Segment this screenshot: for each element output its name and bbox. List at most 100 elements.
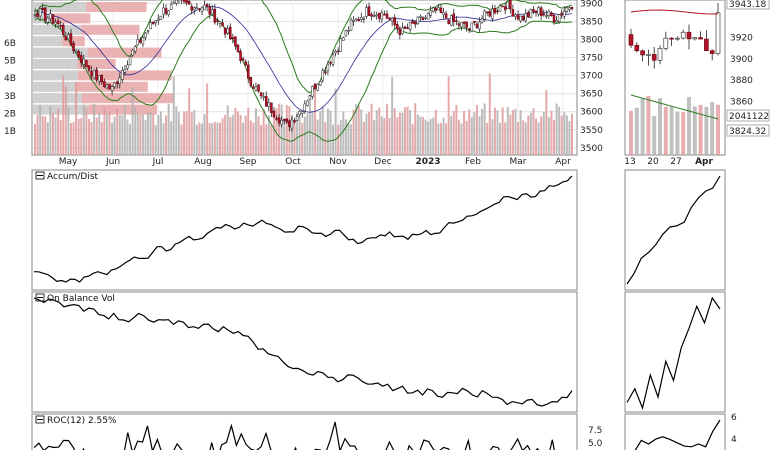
candle-body xyxy=(141,37,145,45)
candle-body xyxy=(398,28,402,36)
candle-body xyxy=(370,14,373,17)
detail-candle-body xyxy=(704,38,709,51)
roc-lines xyxy=(33,419,721,450)
volume-bar xyxy=(234,107,237,155)
volume-bar xyxy=(537,122,540,155)
detail-candle-body xyxy=(646,54,651,56)
volume-bar xyxy=(51,113,54,155)
candle-body xyxy=(159,15,163,20)
main-y-axis: 3500 3550 3600 3650 3700 3750 3800 3850 3900 xyxy=(580,0,603,154)
candle-body xyxy=(534,10,538,13)
candle-body xyxy=(432,7,435,12)
price-candles xyxy=(33,0,574,132)
volume-bar xyxy=(103,106,106,155)
candle-body xyxy=(321,70,325,81)
candle-body xyxy=(555,20,558,23)
main-y-tick-3500: 3500 xyxy=(580,144,603,154)
candle-body xyxy=(519,15,522,22)
detail-candle-body xyxy=(680,31,686,39)
candle-body xyxy=(244,61,247,66)
candle-body xyxy=(316,84,319,91)
candle-body xyxy=(205,4,209,7)
candle-body xyxy=(231,37,235,39)
volume-bar xyxy=(87,118,90,155)
volume-bar xyxy=(275,108,278,155)
volume-profile-up-8 xyxy=(81,93,174,104)
volume-bar xyxy=(347,122,350,155)
volume-bar xyxy=(558,106,561,155)
volume-bar xyxy=(555,103,558,155)
accum-dist-title: Accum/Dist xyxy=(47,172,99,182)
detail-volume-bar xyxy=(687,96,691,155)
volume-bar xyxy=(75,82,78,155)
candle-body xyxy=(329,62,332,64)
candle-body xyxy=(552,14,556,23)
volume-axis: 1B 2B 3B 4B 5B 6B xyxy=(4,39,16,137)
candle-body xyxy=(442,12,445,15)
candle-body xyxy=(455,20,458,22)
candle-body xyxy=(360,17,363,21)
volume-bar xyxy=(244,115,247,155)
volume-bar xyxy=(542,111,545,155)
volume-bar xyxy=(195,124,198,155)
volume-bar xyxy=(121,115,124,155)
volume-bar xyxy=(560,115,563,155)
candle-body xyxy=(380,12,384,20)
volume-bar xyxy=(370,103,373,155)
candle-body xyxy=(421,17,425,20)
price-label-box-1 xyxy=(726,109,770,122)
detail-price-panel: 3860 3880 3900 3920 13 20 27 Apr 3943.18 204112… xyxy=(624,0,770,167)
detail-candle-body xyxy=(709,50,715,54)
detail-volume-bar xyxy=(663,106,668,155)
candle-body xyxy=(342,37,345,41)
volume-bar xyxy=(419,116,422,155)
candle-body xyxy=(92,70,96,79)
candle-body xyxy=(182,0,186,2)
candle-body xyxy=(267,102,271,107)
volume-tick-6B: 6B xyxy=(4,39,16,49)
volume-bar xyxy=(41,116,44,155)
volume-bar xyxy=(39,105,42,155)
candle-body xyxy=(51,14,55,24)
candle-body xyxy=(218,21,222,24)
volume-bar xyxy=(252,122,255,155)
volume-bar xyxy=(342,111,345,155)
volume-bar xyxy=(123,105,126,155)
main-y-tick-3650: 3650 xyxy=(580,90,603,100)
main-y-tick-3700: 3700 xyxy=(580,72,603,82)
volume-bar xyxy=(532,108,535,155)
detail-volume-bar xyxy=(640,98,645,155)
obv-panel: On Balance Vol xyxy=(31,291,726,413)
volume-bar xyxy=(519,110,522,155)
volume-bar xyxy=(450,116,453,155)
volume-bar xyxy=(514,108,517,155)
candle-body xyxy=(62,24,65,35)
candle-body xyxy=(103,81,106,88)
candle-body xyxy=(437,7,440,11)
candle-body xyxy=(239,51,242,61)
roc-detail-y-tick-1: 4 xyxy=(731,435,737,445)
candle-body xyxy=(568,7,571,10)
volume-bar xyxy=(36,114,39,155)
candle-body xyxy=(324,71,327,74)
volume-bar xyxy=(403,107,406,155)
volume-bar xyxy=(506,107,509,155)
candle-body xyxy=(149,22,152,30)
candle-body xyxy=(211,9,214,15)
volume-bar xyxy=(421,117,424,155)
candle-body xyxy=(280,120,283,125)
volume-bar xyxy=(308,94,311,155)
volume-bar xyxy=(540,116,543,155)
detail-volume-bar xyxy=(675,111,680,155)
volume-bar xyxy=(190,111,193,155)
volume-bar xyxy=(409,109,412,155)
candle-body xyxy=(56,20,60,25)
volume-bar xyxy=(478,116,481,155)
candle-body xyxy=(347,29,350,32)
price-label-0: 3943.18 xyxy=(729,0,766,10)
volume-bar xyxy=(493,107,496,155)
volume-bar xyxy=(545,89,548,155)
candle-body xyxy=(123,69,127,73)
main-y-tick-3800: 3800 xyxy=(580,36,603,46)
